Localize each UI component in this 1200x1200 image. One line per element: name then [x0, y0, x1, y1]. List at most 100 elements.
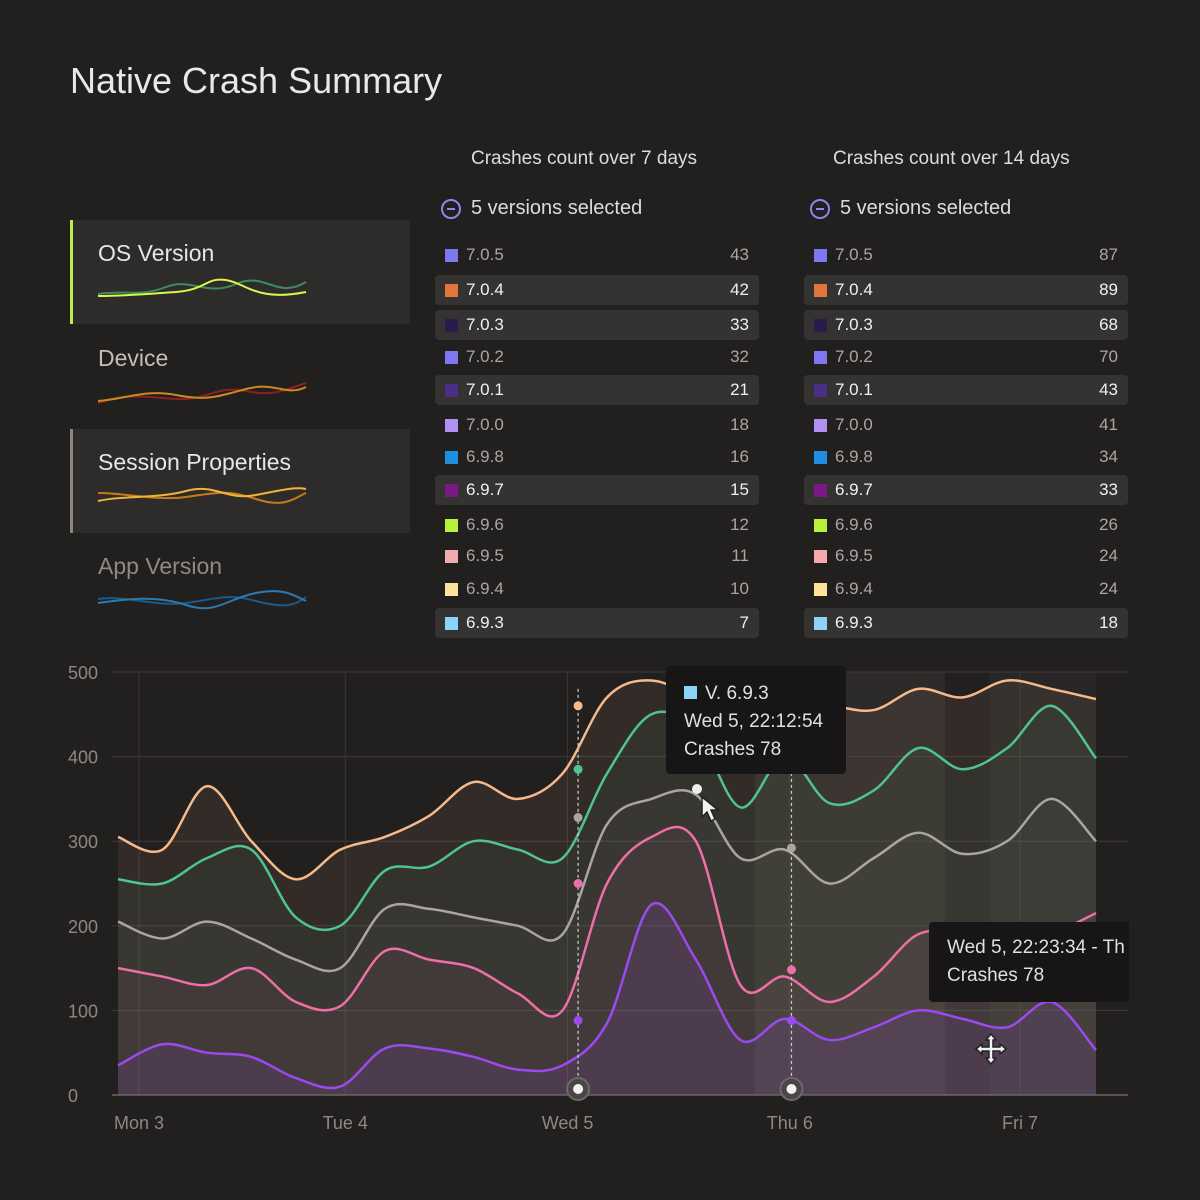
version-row[interactable]: 7.0.1 43 — [804, 375, 1128, 405]
version-row[interactable]: 6.9.5 11 — [435, 541, 759, 571]
version-selector-7-days[interactable]: 5 versions selected — [441, 197, 642, 220]
version-row[interactable]: 7.0.5 87 — [804, 240, 1128, 270]
x-tick-label: Fri 7 — [1002, 1113, 1038, 1133]
version-swatch — [445, 483, 458, 497]
version-row[interactable]: 7.0.4 42 — [435, 275, 759, 305]
series-area — [118, 680, 1096, 1095]
version-swatch — [445, 582, 458, 596]
version-count: 24 — [1099, 579, 1118, 598]
hover-point — [692, 784, 702, 794]
version-name: 7.0.4 — [466, 280, 504, 299]
version-selector-14-days[interactable]: 5 versions selected — [810, 197, 1011, 220]
active-indicator — [70, 429, 73, 533]
version-row[interactable]: 7.0.2 32 — [435, 342, 759, 372]
version-row[interactable]: 6.9.7 15 — [435, 475, 759, 505]
version-count: 21 — [730, 380, 749, 399]
version-count: 43 — [730, 245, 749, 264]
version-row[interactable]: 6.9.8 34 — [804, 442, 1128, 472]
version-count: 15 — [730, 480, 749, 499]
version-row[interactable]: 6.9.3 18 — [804, 608, 1128, 638]
version-row[interactable]: 6.9.6 26 — [804, 510, 1128, 540]
category-device[interactable]: Device — [70, 325, 410, 429]
category-os-version[interactable]: OS Version — [70, 220, 410, 324]
series-area — [118, 790, 1096, 1095]
marker-point — [573, 764, 583, 774]
move-cursor-icon — [974, 1032, 1008, 1066]
version-swatch — [814, 616, 827, 630]
version-count: 41 — [1099, 415, 1118, 434]
marker-handle-dot — [786, 1084, 797, 1094]
version-count: 87 — [1099, 245, 1118, 264]
version-count: 24 — [1099, 546, 1118, 565]
tooltip-time: Wed 5, 22:12:54 — [684, 711, 824, 732]
marker-point — [573, 879, 583, 888]
series-line — [117, 679, 1097, 881]
crash-chart[interactable]: 0 100 200 300 400 500 Mon 3 Tue 4 Wed 5 Thu 6 Fri … — [0, 650, 1200, 1150]
version-count: 68 — [1099, 315, 1118, 334]
version-count: 89 — [1099, 280, 1118, 299]
version-name: 7.0.1 — [835, 380, 873, 399]
version-swatch — [814, 418, 827, 432]
selection-label: 5 versions selected — [471, 197, 643, 219]
category-session-properties[interactable]: Session Properties — [70, 429, 410, 533]
version-row[interactable]: 6.9.7 33 — [804, 475, 1128, 505]
version-swatch — [814, 450, 827, 464]
version-swatch — [814, 582, 827, 596]
version-row[interactable]: 7.0.2 70 — [804, 342, 1128, 372]
version-row[interactable]: 6.9.4 24 — [804, 574, 1128, 604]
version-row[interactable]: 7.0.0 18 — [435, 410, 759, 440]
x-tick-label: Thu 6 — [767, 1113, 813, 1133]
session-properties-sparkline — [97, 487, 307, 504]
version-swatch — [814, 518, 827, 532]
x-tick-label: Tue 4 — [323, 1113, 368, 1133]
version-row[interactable]: 7.0.3 33 — [435, 310, 759, 340]
marker-point — [786, 1016, 796, 1026]
version-name: 6.9.4 — [466, 579, 504, 598]
y-tick-label: 0 — [68, 1086, 78, 1106]
active-indicator — [70, 220, 73, 324]
version-row[interactable]: 6.9.4 10 — [435, 574, 759, 604]
series-line — [117, 789, 1097, 973]
version-count: 11 — [731, 546, 749, 565]
version-name: 6.9.3 — [835, 613, 873, 632]
category-app-version[interactable]: App Version — [70, 533, 410, 637]
version-row[interactable]: 6.9.6 12 — [435, 510, 759, 540]
version-row[interactable]: 7.0.1 21 — [435, 375, 759, 405]
version-row[interactable]: 6.9.8 16 — [435, 442, 759, 472]
version-row[interactable]: 7.0.3 68 — [804, 310, 1128, 340]
version-swatch — [445, 248, 458, 262]
version-swatch — [814, 383, 827, 397]
version-count: 7 — [739, 613, 749, 632]
version-count: 42 — [730, 280, 749, 299]
series-area — [118, 826, 1096, 1095]
series-swatch — [684, 686, 697, 699]
minus-circle-icon[interactable] — [810, 198, 830, 219]
version-swatch — [814, 248, 827, 262]
version-row[interactable]: 6.9.3 7 — [435, 608, 759, 638]
version-swatch — [814, 283, 827, 297]
version-count: 43 — [1099, 380, 1118, 399]
marker-point — [573, 813, 583, 823]
marker-point — [786, 843, 796, 853]
version-row[interactable]: 7.0.0 41 — [804, 410, 1128, 440]
minus-circle-icon[interactable] — [441, 198, 461, 219]
version-swatch — [814, 549, 827, 563]
version-swatch — [445, 350, 458, 364]
version-name: 6.9.8 — [835, 447, 873, 466]
device-sparkline — [97, 382, 307, 404]
version-count: 18 — [1099, 613, 1118, 632]
version-name: 6.9.7 — [835, 480, 873, 499]
version-name: 6.9.5 — [466, 546, 504, 565]
category-label: OS Version — [98, 240, 215, 266]
version-row[interactable]: 7.0.4 89 — [804, 275, 1128, 305]
version-name: 7.0.0 — [835, 415, 873, 434]
category-label: App Version — [98, 553, 223, 579]
os-version-sparkline — [97, 278, 307, 297]
version-count: 33 — [730, 315, 749, 334]
selection-label: 5 versions selected — [840, 197, 1012, 219]
version-row[interactable]: 7.0.5 43 — [435, 240, 759, 270]
tooltip-crashes: Crashes 78 — [947, 965, 1045, 986]
marker-point — [573, 701, 583, 711]
series-line — [117, 825, 1097, 1018]
version-row[interactable]: 6.9.5 24 — [804, 541, 1128, 571]
